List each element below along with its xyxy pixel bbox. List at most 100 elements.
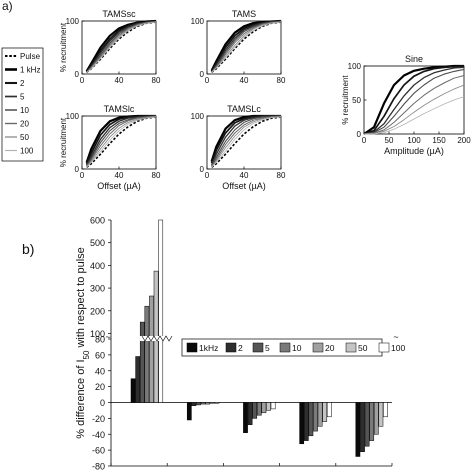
x-tick-label: 40 bbox=[115, 171, 124, 180]
series-line-100 bbox=[86, 21, 157, 73]
bar-tams-1khz bbox=[186, 402, 192, 421]
subplot-title: TAMSLc bbox=[227, 104, 261, 114]
bar-sine-5 bbox=[364, 402, 370, 447]
series-line-2 bbox=[210, 115, 281, 164]
y-axis-label-rest: with respect to pulse bbox=[75, 247, 87, 350]
bar-tamssc-10 bbox=[144, 305, 150, 403]
bar-tamslc-20 bbox=[317, 402, 323, 427]
legend-label: 20 bbox=[20, 120, 29, 129]
bar-tamslc-50 bbox=[322, 402, 328, 422]
axis-break-mark-right: ~ bbox=[393, 332, 398, 342]
y-axis-label-sub: 50 bbox=[82, 350, 91, 359]
y-tick-label: -60 bbox=[92, 446, 105, 456]
x-tick-label: 0 bbox=[80, 76, 85, 85]
legend-b: 1kHz 2 5 10 20 50 100 bbox=[181, 338, 405, 357]
bar-tams-2 bbox=[191, 402, 197, 406]
axis-break-gap bbox=[140, 336, 176, 341]
y-tick-label: 60 bbox=[95, 350, 105, 360]
series-line-10 bbox=[211, 115, 282, 167]
x-tick-label: 0 bbox=[205, 76, 210, 85]
y-tick-label: 200 bbox=[90, 306, 105, 316]
legend-swatch bbox=[345, 342, 357, 353]
y-tick-label: 0 bbox=[75, 70, 80, 79]
panel-b: -80-60-40-20020406080100200300400500600~… bbox=[75, 216, 405, 472]
subplot-tamslc: 0 40 80 0 100 TAMSLc Offset (µA) bbox=[191, 104, 286, 191]
x-axis-label: Amplitude (µA) bbox=[384, 146, 444, 156]
legend-label: 20 bbox=[325, 343, 335, 353]
y-axis-label: % recruitment bbox=[341, 75, 350, 125]
legend-swatch bbox=[225, 342, 237, 353]
legend-label: Pulse bbox=[20, 52, 41, 61]
series-line-20 bbox=[86, 21, 157, 73]
bar-tamslc-100 bbox=[270, 402, 276, 410]
x-tick-label: 0 bbox=[362, 136, 367, 145]
legend-label: 5 bbox=[20, 93, 25, 102]
legend-label: 10 bbox=[292, 343, 302, 353]
series-line-pulse bbox=[211, 116, 282, 169]
legend-label: 1 kHz bbox=[20, 66, 40, 75]
bar-tamslc-1khz bbox=[299, 402, 305, 445]
legend-swatch bbox=[252, 342, 264, 353]
y-axis-label: % recruitment bbox=[59, 22, 68, 72]
x-tick-label: 40 bbox=[240, 171, 249, 180]
legend-swatch bbox=[186, 342, 198, 353]
series-line-10 bbox=[363, 68, 465, 135]
legend-label: 2 bbox=[238, 343, 243, 353]
legend-frame bbox=[1, 47, 44, 162]
series-line-50 bbox=[211, 21, 282, 73]
y-tick-label: 80 bbox=[95, 335, 105, 345]
y-tick-label: 20 bbox=[95, 382, 105, 392]
x-tick-label: 50 bbox=[385, 136, 394, 145]
x-tick-label: 0 bbox=[80, 171, 85, 180]
series-line-2 bbox=[85, 20, 157, 73]
series-line-100 bbox=[211, 21, 282, 73]
bar-sine-10 bbox=[369, 402, 375, 441]
series-line-5 bbox=[363, 66, 465, 135]
bar-tamslc-2 bbox=[303, 402, 309, 441]
y-tick-label: 100 bbox=[66, 17, 80, 26]
bar-sine-2 bbox=[360, 402, 365, 452]
x-tick-label: 40 bbox=[240, 76, 249, 85]
series-line-5 bbox=[211, 20, 282, 73]
axis-break-mark-left: ~ bbox=[105, 332, 110, 342]
y-tick-label: 0 bbox=[200, 70, 205, 79]
panel-label-b: b) bbox=[22, 241, 34, 257]
subplot-title: TAMSsc bbox=[102, 9, 136, 19]
series-line-50 bbox=[211, 116, 282, 168]
y-tick-label: -20 bbox=[92, 414, 105, 424]
x-axis-label: Offset (µA) bbox=[222, 181, 266, 191]
series-line-50 bbox=[86, 116, 157, 168]
series-line-20 bbox=[86, 116, 157, 167]
y-tick-label: 100 bbox=[191, 17, 205, 26]
legend-label: 2 bbox=[20, 79, 25, 88]
bar-tamslc-1khz bbox=[243, 402, 248, 433]
y-tick-label: 100 bbox=[66, 112, 80, 121]
legend-label: 1kHz bbox=[199, 343, 218, 353]
series-line-2 bbox=[363, 65, 465, 135]
bar-tamslc-100 bbox=[326, 402, 332, 418]
x-tick-label: 200 bbox=[457, 136, 471, 145]
legend-label: 5 bbox=[265, 343, 270, 353]
legend-label: 100 bbox=[20, 147, 34, 156]
subplot-title: Sine bbox=[405, 54, 423, 64]
bar-tams-50 bbox=[209, 402, 215, 404]
series-line-100 bbox=[211, 116, 282, 168]
bar-tams-20 bbox=[205, 402, 211, 405]
x-tick-label: 150 bbox=[432, 136, 446, 145]
x-tick-label: 80 bbox=[152, 171, 161, 180]
y-tick-label: 100 bbox=[191, 112, 205, 121]
subplot-title: TAMSlc bbox=[104, 104, 135, 114]
bar-tams-10 bbox=[200, 402, 206, 405]
legend-label: 50 bbox=[20, 133, 29, 142]
y-tick-label: -80 bbox=[92, 462, 105, 472]
series-line-100 bbox=[364, 96, 465, 135]
y-axis-label: % recruitment bbox=[59, 117, 68, 167]
x-tick-label: 100 bbox=[407, 136, 421, 145]
bar-tamslc-2 bbox=[247, 402, 253, 425]
series-line-50 bbox=[363, 84, 465, 135]
y-tick-label: 0 bbox=[200, 165, 205, 174]
y-tick-label: 300 bbox=[90, 284, 105, 294]
series-line-10 bbox=[86, 115, 157, 167]
x-tick-label: 80 bbox=[277, 171, 286, 180]
